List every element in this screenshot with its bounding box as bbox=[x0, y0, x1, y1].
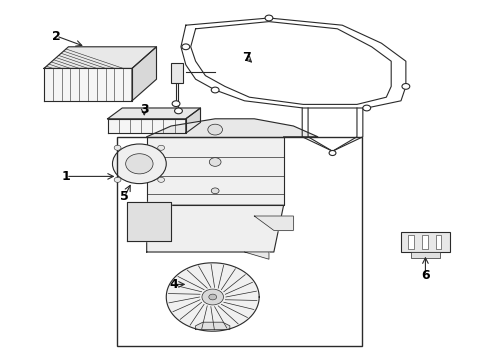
Circle shape bbox=[114, 177, 121, 183]
Circle shape bbox=[207, 124, 222, 135]
Polygon shape bbox=[244, 252, 268, 259]
Circle shape bbox=[264, 15, 272, 21]
Text: 2: 2 bbox=[52, 30, 61, 42]
Polygon shape bbox=[127, 202, 171, 241]
Circle shape bbox=[211, 87, 219, 93]
Bar bbox=[117, 137, 361, 346]
Circle shape bbox=[209, 158, 221, 166]
Polygon shape bbox=[124, 173, 154, 180]
Polygon shape bbox=[185, 108, 200, 133]
Circle shape bbox=[158, 177, 164, 183]
Circle shape bbox=[182, 44, 189, 50]
Bar bbox=[421, 235, 427, 249]
Circle shape bbox=[362, 105, 370, 111]
Circle shape bbox=[158, 145, 164, 150]
Bar bbox=[410, 252, 439, 258]
Polygon shape bbox=[254, 216, 293, 230]
Circle shape bbox=[172, 101, 180, 107]
Polygon shape bbox=[195, 322, 229, 329]
Polygon shape bbox=[146, 205, 283, 252]
Polygon shape bbox=[44, 47, 156, 68]
Circle shape bbox=[328, 150, 335, 156]
Circle shape bbox=[114, 145, 121, 150]
Circle shape bbox=[174, 108, 182, 114]
Polygon shape bbox=[166, 263, 259, 331]
Circle shape bbox=[112, 144, 166, 184]
Text: 1: 1 bbox=[61, 170, 70, 183]
Text: 5: 5 bbox=[120, 190, 129, 203]
Text: 3: 3 bbox=[140, 103, 148, 116]
Polygon shape bbox=[146, 137, 283, 205]
Circle shape bbox=[208, 294, 216, 300]
Polygon shape bbox=[44, 68, 132, 101]
Text: 6: 6 bbox=[420, 269, 429, 282]
Polygon shape bbox=[132, 47, 156, 101]
Circle shape bbox=[401, 84, 409, 89]
Text: 7: 7 bbox=[242, 51, 251, 64]
Circle shape bbox=[125, 154, 153, 174]
Circle shape bbox=[211, 188, 219, 194]
Bar bbox=[435, 235, 441, 249]
Bar bbox=[407, 235, 413, 249]
Bar bbox=[171, 63, 183, 83]
Polygon shape bbox=[146, 119, 317, 137]
Polygon shape bbox=[107, 119, 185, 133]
Bar bbox=[400, 232, 449, 252]
Text: 4: 4 bbox=[169, 278, 178, 291]
Circle shape bbox=[202, 289, 223, 305]
Polygon shape bbox=[107, 108, 200, 119]
